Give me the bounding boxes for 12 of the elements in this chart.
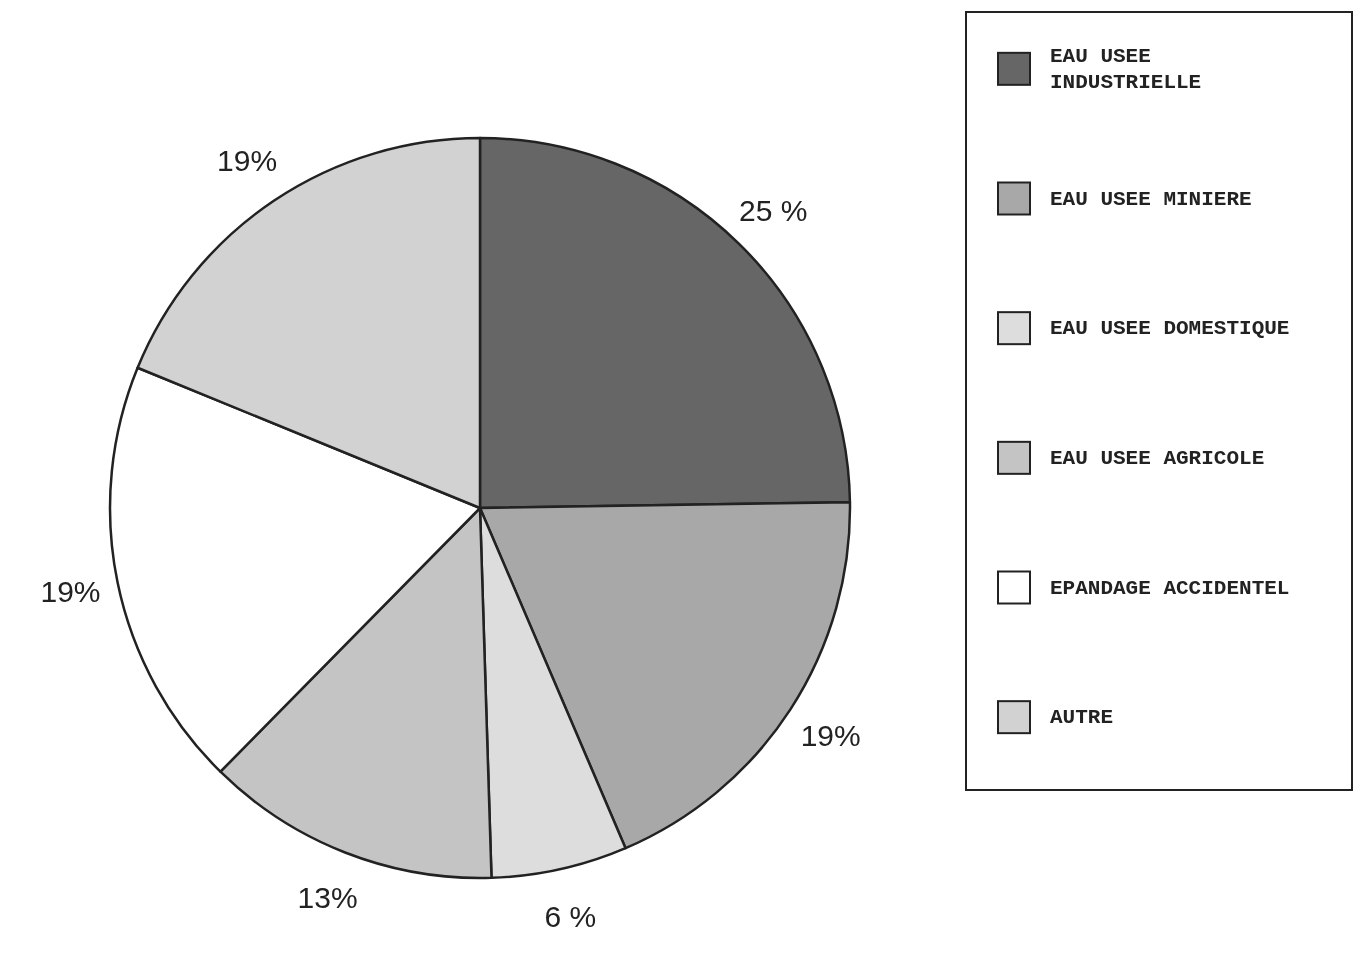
legend-label: EAU USEE INDUSTRIELLE	[1050, 44, 1202, 94]
data-label: 25 %	[739, 193, 808, 227]
data-label: 19%	[800, 718, 861, 752]
legend-label: EAU USEE AGRICOLE	[1050, 446, 1265, 470]
data-label: 13%	[297, 880, 358, 914]
legend-label: EAU USEE MINIERE	[1050, 187, 1252, 210]
legend-label: EAU USEE DOMESTIQUE	[1050, 316, 1290, 340]
legend-label: EPANDAGE ACCIDENTEL	[1050, 576, 1290, 599]
data-label: 19%	[217, 144, 278, 178]
data-label: 6 %	[544, 899, 597, 933]
data-label: 19%	[40, 575, 101, 609]
legend-label: AUTRE	[1050, 705, 1114, 729]
